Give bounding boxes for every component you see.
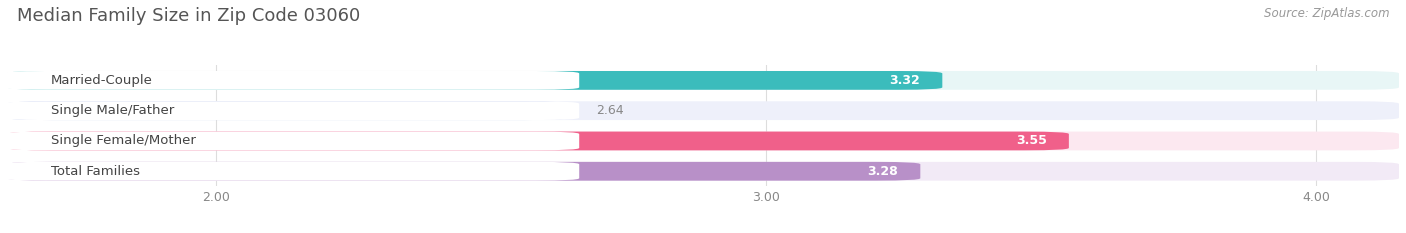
Text: Total Families: Total Families: [51, 165, 141, 178]
FancyBboxPatch shape: [1, 101, 579, 120]
FancyBboxPatch shape: [7, 101, 568, 120]
FancyBboxPatch shape: [1, 162, 579, 181]
FancyBboxPatch shape: [7, 71, 1399, 90]
FancyBboxPatch shape: [7, 162, 921, 181]
FancyBboxPatch shape: [7, 162, 1399, 181]
Text: 2.64: 2.64: [596, 104, 623, 117]
Text: 3.28: 3.28: [868, 165, 898, 178]
FancyBboxPatch shape: [7, 101, 1399, 120]
Text: 3.32: 3.32: [890, 74, 921, 87]
Text: Source: ZipAtlas.com: Source: ZipAtlas.com: [1264, 7, 1389, 20]
Text: 3.55: 3.55: [1017, 134, 1047, 147]
FancyBboxPatch shape: [7, 71, 942, 90]
Text: Median Family Size in Zip Code 03060: Median Family Size in Zip Code 03060: [17, 7, 360, 25]
Text: Married-Couple: Married-Couple: [51, 74, 153, 87]
FancyBboxPatch shape: [7, 132, 1069, 150]
Text: Single Female/Mother: Single Female/Mother: [51, 134, 195, 147]
FancyBboxPatch shape: [1, 71, 579, 90]
FancyBboxPatch shape: [7, 132, 1399, 150]
Text: Single Male/Father: Single Male/Father: [51, 104, 174, 117]
FancyBboxPatch shape: [1, 132, 579, 150]
